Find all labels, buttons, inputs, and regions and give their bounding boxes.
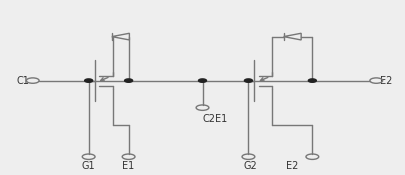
Circle shape (125, 79, 132, 82)
Text: E1: E1 (122, 161, 135, 171)
Text: G2: G2 (243, 161, 257, 171)
Circle shape (245, 79, 252, 82)
Text: C2E1: C2E1 (202, 114, 228, 124)
Text: G1: G1 (82, 161, 96, 171)
Circle shape (198, 79, 207, 82)
Circle shape (308, 79, 316, 82)
Circle shape (85, 79, 93, 82)
Text: E2: E2 (380, 76, 392, 86)
Text: C1: C1 (16, 76, 29, 86)
Text: E2: E2 (286, 161, 298, 171)
